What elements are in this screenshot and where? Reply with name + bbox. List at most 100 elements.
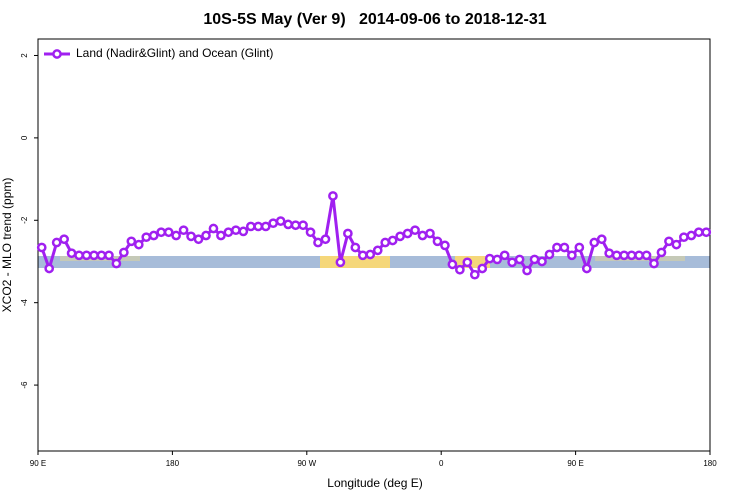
data-point <box>701 227 712 238</box>
data-point <box>372 245 383 256</box>
data-point <box>447 259 458 270</box>
data-point <box>686 230 697 241</box>
data-point <box>425 228 435 239</box>
data-point <box>178 225 189 236</box>
data-point <box>529 254 540 265</box>
data-point <box>133 239 144 250</box>
data-point <box>96 250 107 261</box>
data-point <box>350 242 361 253</box>
data-point <box>440 240 450 251</box>
data-point <box>656 247 667 258</box>
x-tick-label: 90 E <box>567 459 583 468</box>
data-point <box>238 226 249 237</box>
x-tick-label: 90 E <box>30 459 46 468</box>
data-point <box>335 257 346 268</box>
data-point <box>537 256 547 267</box>
data-point <box>619 250 629 261</box>
data-point <box>574 242 585 253</box>
data-point <box>604 248 615 259</box>
data-point <box>417 230 428 241</box>
data-point <box>477 263 488 274</box>
data-point <box>357 250 368 261</box>
data-point <box>283 219 293 230</box>
data-point <box>148 230 159 241</box>
data-point <box>313 237 323 248</box>
data-point <box>567 250 577 261</box>
data-point <box>36 242 47 253</box>
data-point <box>664 236 674 247</box>
data-point <box>365 249 376 260</box>
data-point <box>462 257 473 268</box>
data-point <box>126 236 137 247</box>
data-point <box>290 220 301 231</box>
data-point <box>693 227 704 238</box>
x-tick-label: 90 W <box>297 459 316 468</box>
data-point <box>544 249 555 260</box>
data-point <box>216 230 226 241</box>
data-point <box>231 225 241 236</box>
x-tick-label: 180 <box>703 459 717 468</box>
data-point <box>119 247 129 258</box>
data-point <box>432 236 443 247</box>
data-point <box>641 250 652 261</box>
legend-marker <box>52 49 62 59</box>
land-band <box>320 256 390 268</box>
data-point <box>111 258 122 269</box>
data-point <box>104 250 114 261</box>
data-point <box>163 227 174 238</box>
data-point <box>156 227 167 238</box>
data-point <box>268 218 279 229</box>
data-point <box>201 230 211 241</box>
data-point <box>559 242 570 253</box>
x-tick-label: 0 <box>439 459 444 468</box>
data-point <box>455 264 465 275</box>
data-point <box>186 231 196 242</box>
data-point <box>223 227 234 238</box>
y-tick-label: -6 <box>20 381 29 389</box>
data-point <box>59 234 69 245</box>
data-point <box>51 237 62 248</box>
chart-title: 10S-5S May (Ver 9) 2014-09-06 to 2018-12… <box>203 11 546 28</box>
data-point <box>74 250 84 261</box>
data-point <box>634 250 644 261</box>
x-tick-label: 180 <box>166 459 180 468</box>
data-point <box>89 250 99 261</box>
data-point <box>66 248 77 259</box>
data-point <box>328 191 338 201</box>
data-point <box>581 263 592 274</box>
data-point <box>320 234 331 245</box>
data-point <box>298 220 308 231</box>
data-point <box>596 234 607 245</box>
data-point <box>141 232 152 243</box>
data-point <box>671 239 682 250</box>
data-point <box>410 225 420 236</box>
data-point <box>611 250 622 261</box>
data-point <box>193 234 204 245</box>
data-point <box>626 250 637 261</box>
data-point <box>171 230 181 241</box>
y-tick-label: -2 <box>20 216 29 224</box>
data-point <box>499 250 510 261</box>
data-point <box>469 269 480 280</box>
y-tick-label: 2 <box>20 53 29 58</box>
y-axis-label: XCO2 - MLO trend (ppm) <box>0 178 14 313</box>
y-tick-label: -4 <box>20 299 29 307</box>
data-point <box>305 227 316 238</box>
data-point <box>552 242 562 253</box>
data-point <box>245 221 256 232</box>
data-point <box>484 253 495 264</box>
data-point <box>343 228 353 239</box>
data-point <box>514 254 525 265</box>
data-point <box>507 257 517 268</box>
data-point <box>44 263 55 274</box>
data-point <box>81 250 92 261</box>
data-point <box>492 254 503 265</box>
data-point <box>395 231 405 242</box>
data-point <box>522 265 532 276</box>
data-point <box>387 235 398 246</box>
data-point <box>208 223 219 234</box>
data-point <box>253 221 264 232</box>
data-point <box>275 216 286 226</box>
data-point <box>402 228 413 239</box>
legend-label: Land (Nadir&Glint) and Ocean (Glint) <box>76 46 273 60</box>
